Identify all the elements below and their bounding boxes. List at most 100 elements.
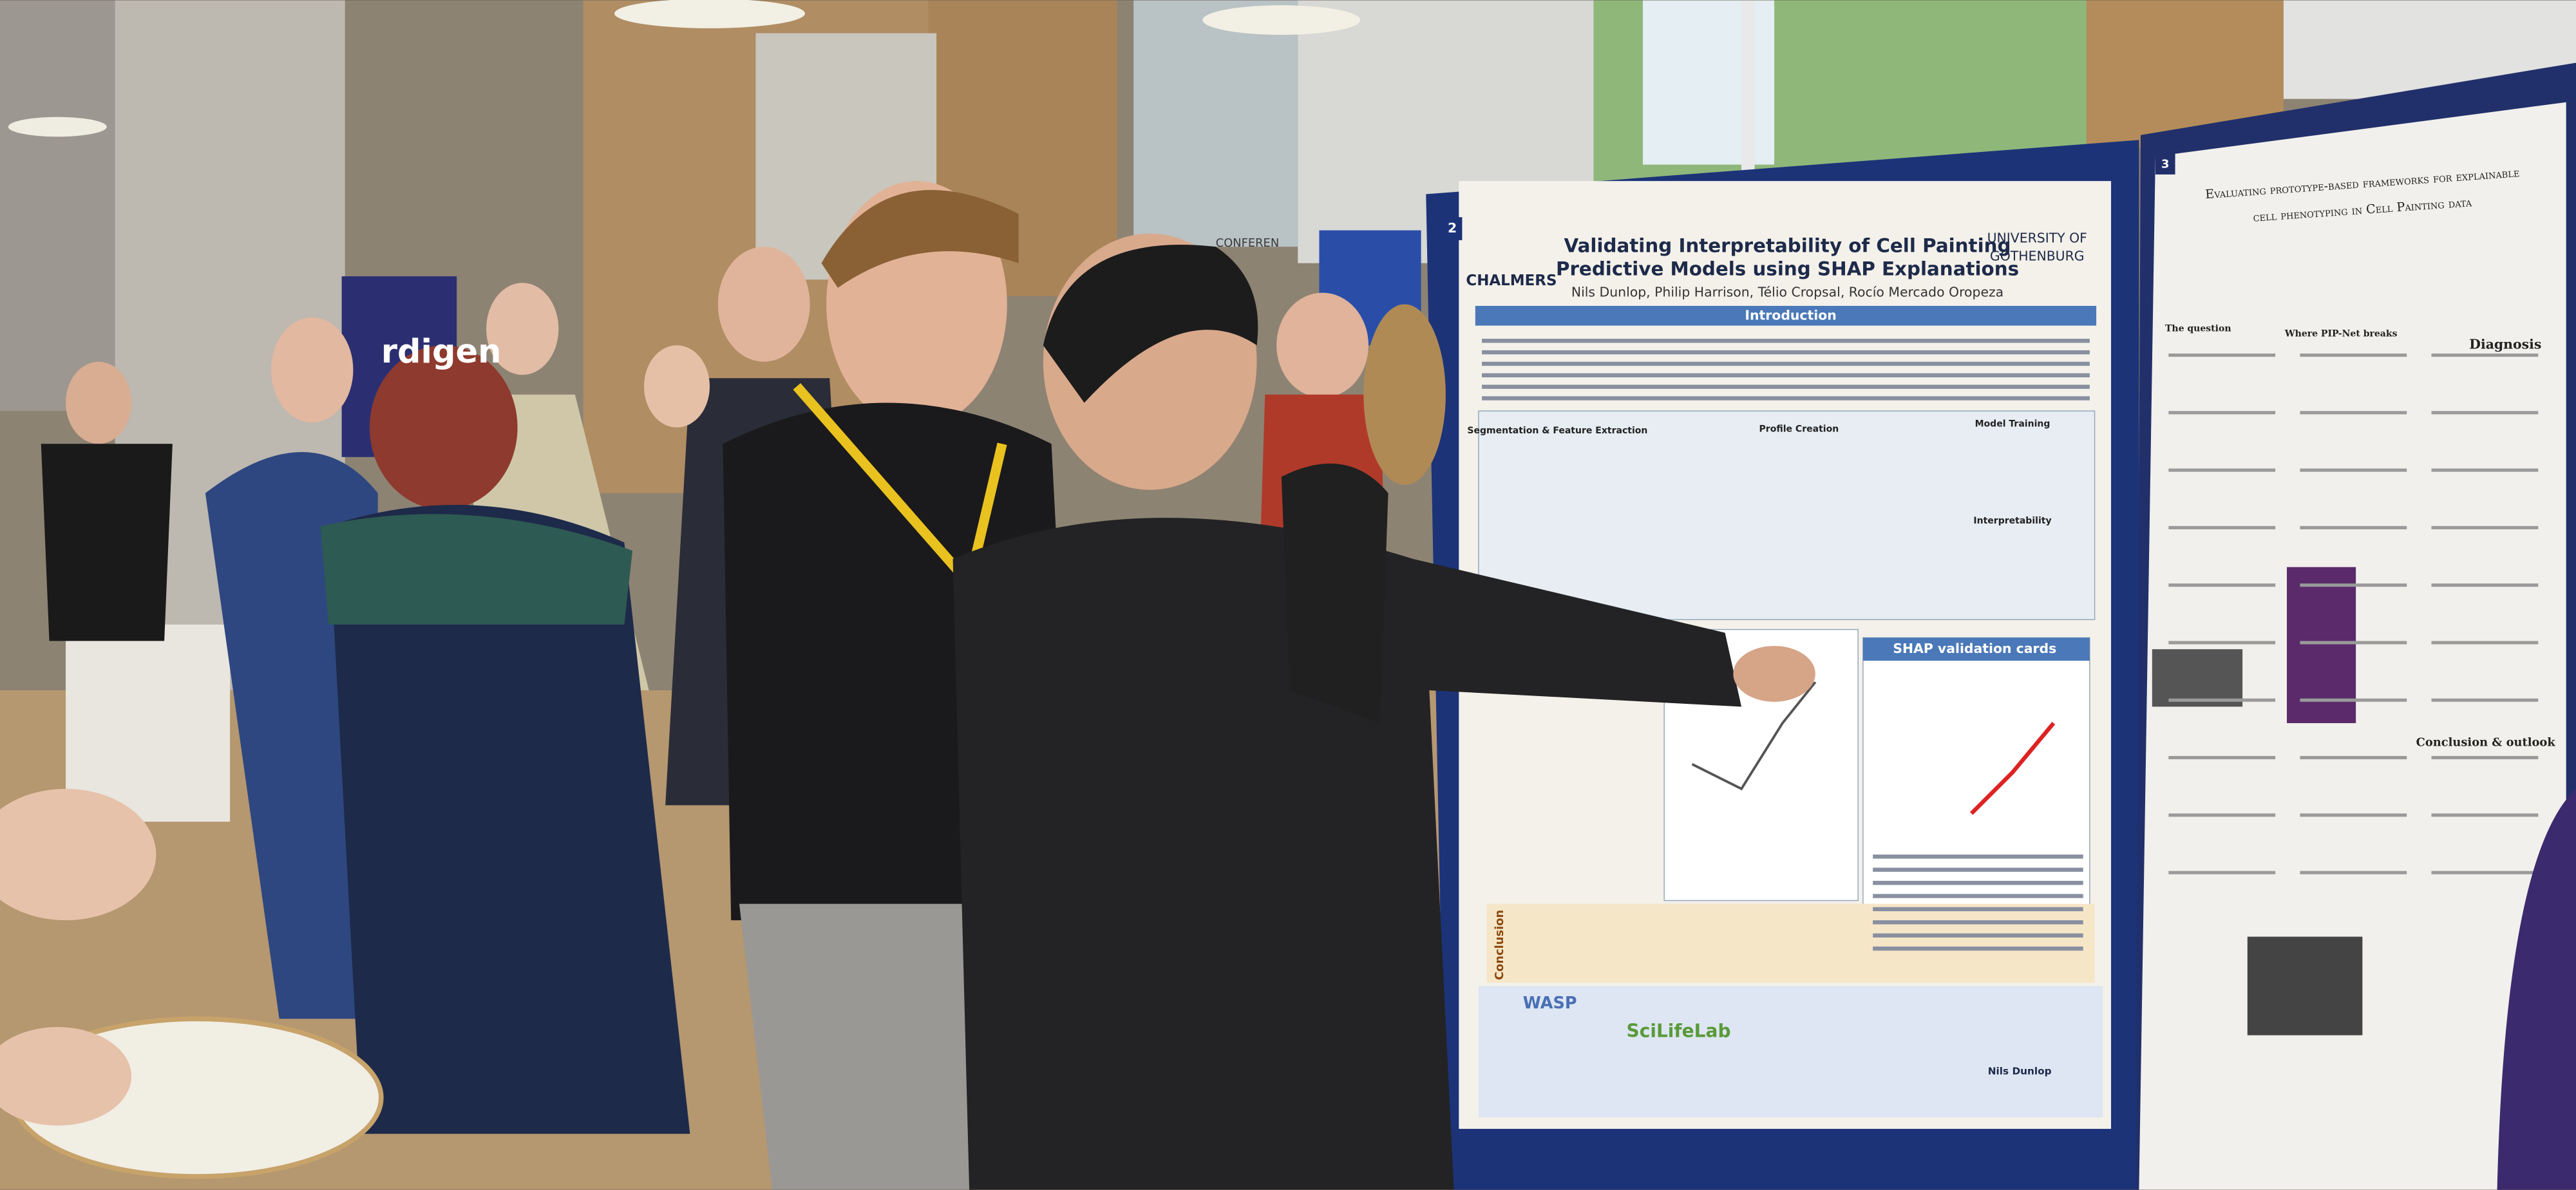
text-line [2168, 813, 2276, 817]
poster-number: 3 [2161, 158, 2169, 171]
text-line [1873, 933, 2083, 938]
section-heading: Model Training [1975, 419, 2050, 430]
ceiling-lamp [1202, 5, 1361, 35]
person-body [41, 444, 173, 641]
person-head [1276, 292, 1368, 398]
text-line [2431, 354, 2539, 357]
text-line [2431, 583, 2539, 587]
text-line [1873, 907, 2083, 912]
attendees [0, 181, 2576, 1190]
text-line [2168, 411, 2276, 415]
hand [1733, 646, 1815, 702]
wall-left [0, 0, 115, 411]
person-hair [369, 345, 518, 510]
text-line [1873, 920, 2083, 925]
text-line [1873, 880, 2083, 885]
sign-text: CONFEREN [1216, 236, 1279, 250]
section-heading: Conclusion [1493, 910, 1506, 980]
ceiling-lamp [614, 0, 805, 28]
person-hair [821, 190, 1019, 288]
person-head [644, 345, 710, 428]
person-body [328, 505, 690, 1134]
table [66, 624, 231, 822]
text-line [2300, 411, 2407, 415]
sponsor-logo: SciLifeLab [1627, 1021, 1731, 1042]
person-hair [1043, 244, 1258, 403]
text-line [2300, 756, 2407, 760]
text-line [2168, 583, 2276, 587]
text-line [1873, 946, 2083, 951]
person-head [66, 361, 132, 444]
text-line [2431, 756, 2539, 760]
text-line [2168, 525, 2276, 529]
number-tag [1442, 217, 1463, 240]
text-line [2300, 813, 2407, 817]
poster-number: 2 [1448, 220, 1457, 236]
section-heading: Where PIP-Net breaks [2284, 328, 2398, 339]
footer-bar [1478, 986, 2103, 1118]
text-line [1873, 867, 2083, 872]
text-line [1482, 339, 2090, 343]
text-line [2168, 756, 2276, 760]
text-line [2168, 871, 2276, 874]
number-tag [2155, 153, 2175, 175]
section-heading: SHAP validation cards [1893, 641, 2056, 656]
section-heading: Introduction [1745, 307, 1836, 323]
text-line [2300, 468, 2407, 472]
figure [2247, 936, 2363, 1035]
person-body [320, 514, 633, 625]
person-head [486, 283, 559, 375]
person-head [717, 247, 810, 362]
backpack [1281, 463, 1388, 723]
figure [2152, 649, 2243, 707]
curve [1691, 681, 1817, 791]
text-line [2300, 871, 2407, 874]
ceiling-lamp [8, 117, 107, 137]
section-heading: Interpretability [1973, 516, 2051, 526]
text-line [2431, 525, 2539, 529]
text-line [1482, 361, 2090, 366]
methods-panel [1478, 410, 2096, 621]
text-line [1482, 373, 2090, 377]
hand [0, 1026, 132, 1126]
heading-bar [1475, 306, 2097, 326]
presenter-name: Nils Dunlop [1988, 1065, 2052, 1077]
banner-text: rdigen [381, 333, 502, 371]
window-frame [1741, 0, 1755, 182]
text-line [2300, 583, 2407, 587]
heading-bar [1862, 638, 2090, 661]
conclusion-panel [1486, 903, 2095, 983]
figure [2287, 567, 2356, 723]
person-hair [1363, 304, 1446, 486]
section-heading: Segmentation & Feature Extraction [1467, 426, 1647, 436]
text-line [1482, 350, 2090, 355]
logo-text: GOTHENBURG [1990, 248, 2085, 263]
text-line [2431, 468, 2539, 472]
section-heading: Conclusion & outlook [2416, 736, 2556, 750]
hand [0, 789, 156, 921]
text-line [2168, 641, 2276, 645]
poster-authors: Nils Dunlop, Philip Harrison, Télio Crop… [1571, 285, 2003, 300]
poster-title: Predictive Models using SHAP Explanation… [1556, 258, 2019, 279]
text-line [2300, 354, 2407, 357]
text-line [1873, 894, 2083, 898]
text-line [2300, 698, 2407, 702]
person-body [2497, 789, 2576, 1190]
logo-text: UNIVERSITY OF [1987, 230, 2087, 245]
section-heading: Diagnosis [2469, 337, 2541, 352]
section-heading: The question [2165, 324, 2231, 334]
text-line [2168, 698, 2276, 702]
section-heading: Profile Creation [1759, 424, 1839, 434]
person-body [952, 518, 1742, 1190]
text-line [2431, 871, 2539, 874]
sponsor-logo: WASP [1523, 994, 1577, 1013]
curve [1969, 721, 2056, 815]
text-line [2168, 468, 2276, 472]
logo-text: CHALMERS [1466, 272, 1557, 289]
text-line [2431, 641, 2539, 645]
text-line [1482, 384, 2090, 389]
window [1133, 0, 1298, 247]
text-line [2300, 525, 2407, 529]
text-line [2431, 813, 2539, 817]
